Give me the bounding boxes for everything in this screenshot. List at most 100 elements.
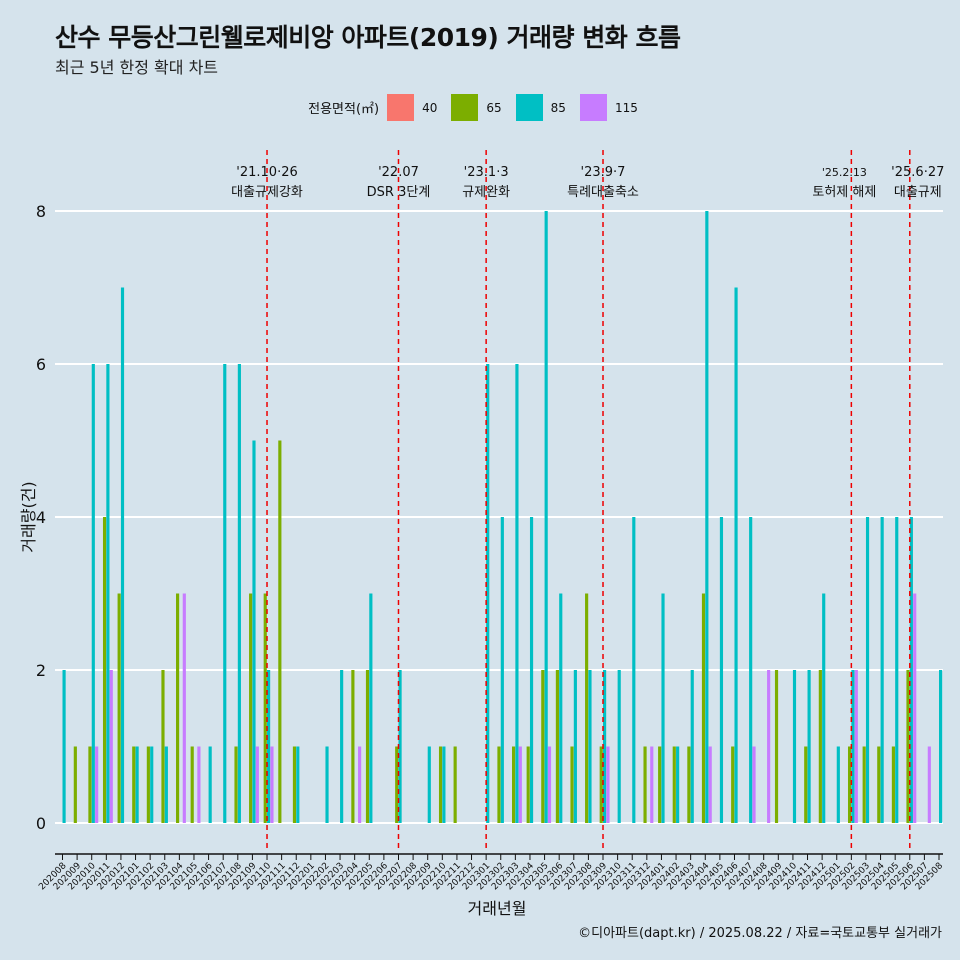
bar-65-202412 <box>818 670 822 823</box>
annotation-label-202502: 토허제 해제 <box>812 185 876 200</box>
bar-65-202009 <box>73 746 77 823</box>
legend-label-115: 115 <box>614 100 638 115</box>
legend-label-85: 85 <box>550 100 566 115</box>
bar-65-202207 <box>395 746 399 823</box>
y-tick-label-8: 8 <box>36 202 46 221</box>
bar-85-202011 <box>106 364 110 823</box>
bar-65-202409 <box>774 670 779 823</box>
bar-85-202402 <box>676 746 680 823</box>
bar-85-202203 <box>340 670 344 823</box>
bar-65-202304 <box>526 746 530 823</box>
bar-85-202109 <box>252 440 256 823</box>
annotation-date-202207: '22.07 <box>378 165 419 180</box>
bar-115-202011 <box>109 670 113 823</box>
annotation-date-202301: '23.1·3 <box>464 165 509 180</box>
bar-85-202407 <box>749 517 753 823</box>
bar-85-202305 <box>544 211 548 823</box>
bar-85-202302 <box>500 517 504 823</box>
legend-label-40: 40 <box>422 100 438 115</box>
bar-115-202507 <box>927 746 931 823</box>
bar-65-202012 <box>117 593 121 823</box>
legend-item-115: 115 <box>579 94 638 121</box>
annotation-label-202301: 규제완화 <box>462 185 510 200</box>
bar-65-202403 <box>687 746 691 823</box>
y-axis-title: 거래량(건) <box>19 481 38 552</box>
bar-115-202506 <box>913 593 917 823</box>
bar-115-202312 <box>650 746 654 823</box>
bar-65-202210 <box>438 746 443 823</box>
bar-65-202309 <box>599 746 603 823</box>
annotation-date-202502: '25.2.13 <box>822 166 867 179</box>
source-caption: ©디아파트(dapt.kr) / 2025.08.22 / 자료=국토교통부 실… <box>578 926 942 941</box>
bar-115-202109 <box>255 746 259 823</box>
bar-115-202010 <box>95 746 99 823</box>
bar-65-202204 <box>351 670 355 823</box>
annotation-label-202207: DSR 3단계 <box>367 185 431 200</box>
bar-85-202108 <box>237 364 241 823</box>
bar-115-202105 <box>197 746 201 823</box>
bar-85-202205 <box>369 593 373 823</box>
bar-65-202312 <box>643 746 647 823</box>
bar-65-202404 <box>701 593 706 823</box>
bar-85-202304 <box>529 517 534 823</box>
bar-85-202404 <box>705 211 709 823</box>
chart-title: 산수 무등산그린웰로제비앙 아파트(2019) 거래량 변화 흐름 <box>55 23 681 52</box>
bar-85-202202 <box>325 746 329 823</box>
bar-65-202010 <box>88 746 92 823</box>
bar-65-202112 <box>292 746 297 823</box>
annotation-date-202506: '25.6·27 <box>891 165 944 180</box>
bar-85-202107 <box>223 364 227 823</box>
legend-title: 전용면적(㎡) <box>308 102 380 117</box>
bar-65-202305 <box>541 670 545 823</box>
y-tick-label-4: 4 <box>36 508 46 527</box>
bar-85-202406 <box>734 287 738 823</box>
bar-65-202302 <box>497 746 501 823</box>
bar-115-202408 <box>767 670 771 823</box>
bar-115-202110 <box>270 746 274 823</box>
legend-item-85: 85 <box>515 94 566 121</box>
annotation-date-202309: '23.9·7 <box>581 165 626 180</box>
bar-65-202205 <box>365 670 370 823</box>
bar-65-202108 <box>234 746 238 823</box>
bar-65-202102 <box>146 746 150 823</box>
bar-65-202502 <box>847 746 852 823</box>
bar-115-202309 <box>606 746 610 823</box>
bar-85-202412 <box>822 593 826 823</box>
bar-85-202012 <box>120 287 125 823</box>
bar-85-202301 <box>486 364 490 823</box>
bar-65-202406 <box>731 746 735 823</box>
bar-115-202502 <box>854 670 858 823</box>
annotation-label-202506: 대출규제 <box>894 185 942 200</box>
bar-85-202101 <box>135 746 139 823</box>
bar-65-202109 <box>249 593 253 823</box>
bar-85-202102 <box>150 746 154 823</box>
bar-115-202407 <box>752 746 756 823</box>
bar-85-202405 <box>719 517 724 823</box>
bar-65-202308 <box>585 593 589 823</box>
bar-85-202303 <box>515 364 519 823</box>
bar-85-202505 <box>895 517 899 823</box>
bar-65-202401 <box>658 746 662 823</box>
annotation-label-202309: 특례대출축소 <box>567 185 639 200</box>
bar-85-202411 <box>807 670 811 823</box>
bar-115-202204 <box>358 746 362 823</box>
bar-85-202502 <box>851 670 855 823</box>
y-tick-label-0: 0 <box>36 814 46 833</box>
bar-65-202105 <box>190 746 194 823</box>
bar-85-202309 <box>603 670 607 823</box>
legend-swatch-40 <box>387 94 415 121</box>
annotation-label-202110: 대출규제강화 <box>231 185 303 200</box>
bar-85-202506 <box>909 517 913 823</box>
bar-65-202101 <box>132 746 136 823</box>
bar-85-202311 <box>632 517 636 823</box>
bar-85-202310 <box>617 670 621 823</box>
y-tick-label-2: 2 <box>36 661 46 680</box>
y-tick-label-6: 6 <box>36 355 46 374</box>
bar-85-202508 <box>939 670 943 823</box>
legend-swatch-65 <box>451 94 479 121</box>
bar-85-202210 <box>442 746 446 823</box>
bar-85-202106 <box>208 746 212 823</box>
legend-label-65: 65 <box>486 100 502 115</box>
bar-65-202503 <box>862 746 866 823</box>
bar-65-202104 <box>176 593 180 823</box>
